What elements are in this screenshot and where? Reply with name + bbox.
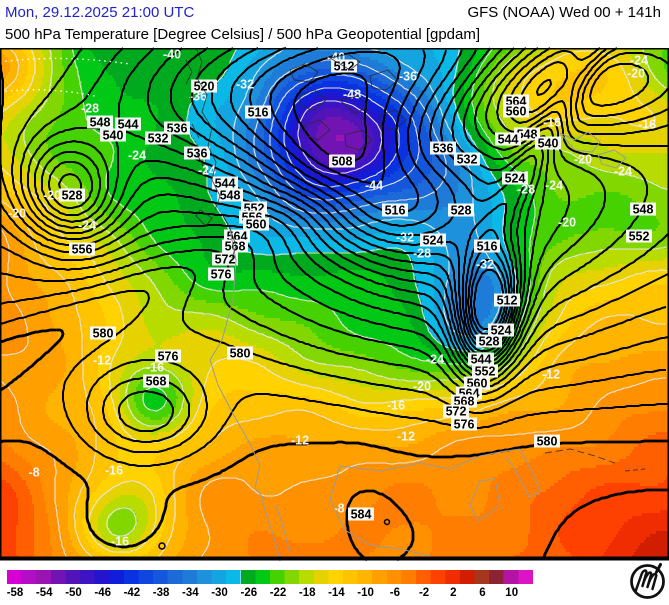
svg-text:-16: -16 <box>543 116 561 130</box>
svg-text:532: 532 <box>457 153 478 167</box>
svg-text:508: 508 <box>332 155 353 169</box>
svg-text:576: 576 <box>158 350 179 364</box>
svg-text:-38: -38 <box>153 587 170 599</box>
svg-text:-24: -24 <box>128 149 146 163</box>
svg-text:580: 580 <box>93 327 114 341</box>
svg-text:-36: -36 <box>399 70 417 84</box>
svg-text:544: 544 <box>118 118 139 132</box>
svg-text:-16: -16 <box>638 118 656 132</box>
svg-text:544: 544 <box>215 177 236 191</box>
svg-text:528: 528 <box>451 204 472 218</box>
svg-text:580: 580 <box>537 435 558 449</box>
svg-text:536: 536 <box>167 122 188 136</box>
svg-text:-32: -32 <box>396 231 414 245</box>
svg-text:-20: -20 <box>627 67 645 81</box>
svg-text:-2: -2 <box>419 587 429 599</box>
svg-text:-20: -20 <box>43 189 61 203</box>
svg-text:-22: -22 <box>270 587 287 599</box>
svg-text:-58: -58 <box>7 587 24 599</box>
svg-text:-8: -8 <box>333 502 344 516</box>
svg-text:-6: -6 <box>390 587 400 599</box>
svg-text:-16: -16 <box>105 464 123 478</box>
svg-text:-28: -28 <box>517 183 535 197</box>
svg-text:516: 516 <box>477 240 498 254</box>
svg-text:548: 548 <box>220 189 241 203</box>
svg-text:552: 552 <box>475 365 496 379</box>
svg-text:-34: -34 <box>182 587 199 599</box>
svg-text:-40: -40 <box>163 48 181 62</box>
svg-text:568: 568 <box>225 240 246 254</box>
svg-text:-28: -28 <box>81 102 99 116</box>
svg-text:-12: -12 <box>397 430 415 444</box>
svg-text:-54: -54 <box>36 587 53 599</box>
svg-text:-20: -20 <box>574 153 592 167</box>
svg-text:-12: -12 <box>542 368 560 382</box>
svg-text:548: 548 <box>90 116 111 130</box>
svg-text:-44: -44 <box>365 179 383 193</box>
svg-text:-20: -20 <box>8 207 26 221</box>
svg-text:-28: -28 <box>413 247 431 261</box>
svg-text:-24: -24 <box>426 353 444 367</box>
svg-text:516: 516 <box>248 106 269 120</box>
svg-text:524: 524 <box>505 172 526 186</box>
svg-text:-24: -24 <box>545 179 563 193</box>
svg-text:-12: -12 <box>291 434 309 448</box>
svg-text:-12: -12 <box>93 354 111 368</box>
svg-text:512: 512 <box>497 294 518 308</box>
svg-text:544: 544 <box>498 133 519 147</box>
svg-text:576: 576 <box>454 418 475 432</box>
svg-text:548: 548 <box>517 128 538 142</box>
svg-text:520: 520 <box>194 80 215 94</box>
svg-text:560: 560 <box>506 105 527 119</box>
svg-text:-50: -50 <box>65 587 82 599</box>
svg-text:-8: -8 <box>28 466 39 480</box>
svg-text:576: 576 <box>211 268 232 282</box>
svg-text:540: 540 <box>103 129 124 143</box>
svg-text:524: 524 <box>423 234 444 248</box>
svg-text:2: 2 <box>450 587 456 599</box>
svg-text:552: 552 <box>629 230 650 244</box>
svg-text:-30: -30 <box>211 587 228 599</box>
svg-text:528: 528 <box>479 335 500 349</box>
svg-text:6: 6 <box>479 587 485 599</box>
svg-text:-36: -36 <box>189 90 207 104</box>
svg-text:532: 532 <box>148 132 169 146</box>
svg-text:536: 536 <box>433 142 454 156</box>
svg-text:-40: -40 <box>327 51 345 65</box>
svg-text:-42: -42 <box>124 587 141 599</box>
svg-text:-16: -16 <box>111 535 129 549</box>
svg-text:-16: -16 <box>146 361 164 375</box>
svg-text:-32: -32 <box>236 78 254 92</box>
svg-text:556: 556 <box>72 243 93 257</box>
svg-text:-16: -16 <box>387 399 405 413</box>
svg-text:-32: -32 <box>476 258 494 272</box>
svg-text:580: 580 <box>230 347 251 361</box>
svg-text:548: 548 <box>633 203 654 217</box>
svg-text:540: 540 <box>538 137 559 151</box>
svg-text:-18: -18 <box>299 587 316 599</box>
svg-text:-24: -24 <box>78 219 96 233</box>
svg-text:560: 560 <box>246 218 267 232</box>
svg-text:544: 544 <box>471 353 492 367</box>
svg-text:10: 10 <box>505 587 518 599</box>
svg-text:-24: -24 <box>198 164 216 178</box>
svg-text:584: 584 <box>351 508 372 522</box>
svg-text:568: 568 <box>146 375 167 389</box>
svg-text:572: 572 <box>215 253 236 267</box>
svg-text:-14: -14 <box>328 587 345 599</box>
svg-text:-24: -24 <box>630 54 648 68</box>
svg-text:524: 524 <box>491 324 512 338</box>
svg-text:528: 528 <box>62 189 83 203</box>
svg-text:516: 516 <box>385 204 406 218</box>
svg-text:-46: -46 <box>94 587 111 599</box>
svg-text:-48: -48 <box>343 88 361 102</box>
svg-text:-24: -24 <box>614 165 632 179</box>
svg-text:-20: -20 <box>413 380 431 394</box>
svg-text:572: 572 <box>446 405 467 419</box>
svg-text:-20: -20 <box>558 216 576 230</box>
svg-text:-10: -10 <box>357 587 374 599</box>
svg-text:-26: -26 <box>240 587 257 599</box>
